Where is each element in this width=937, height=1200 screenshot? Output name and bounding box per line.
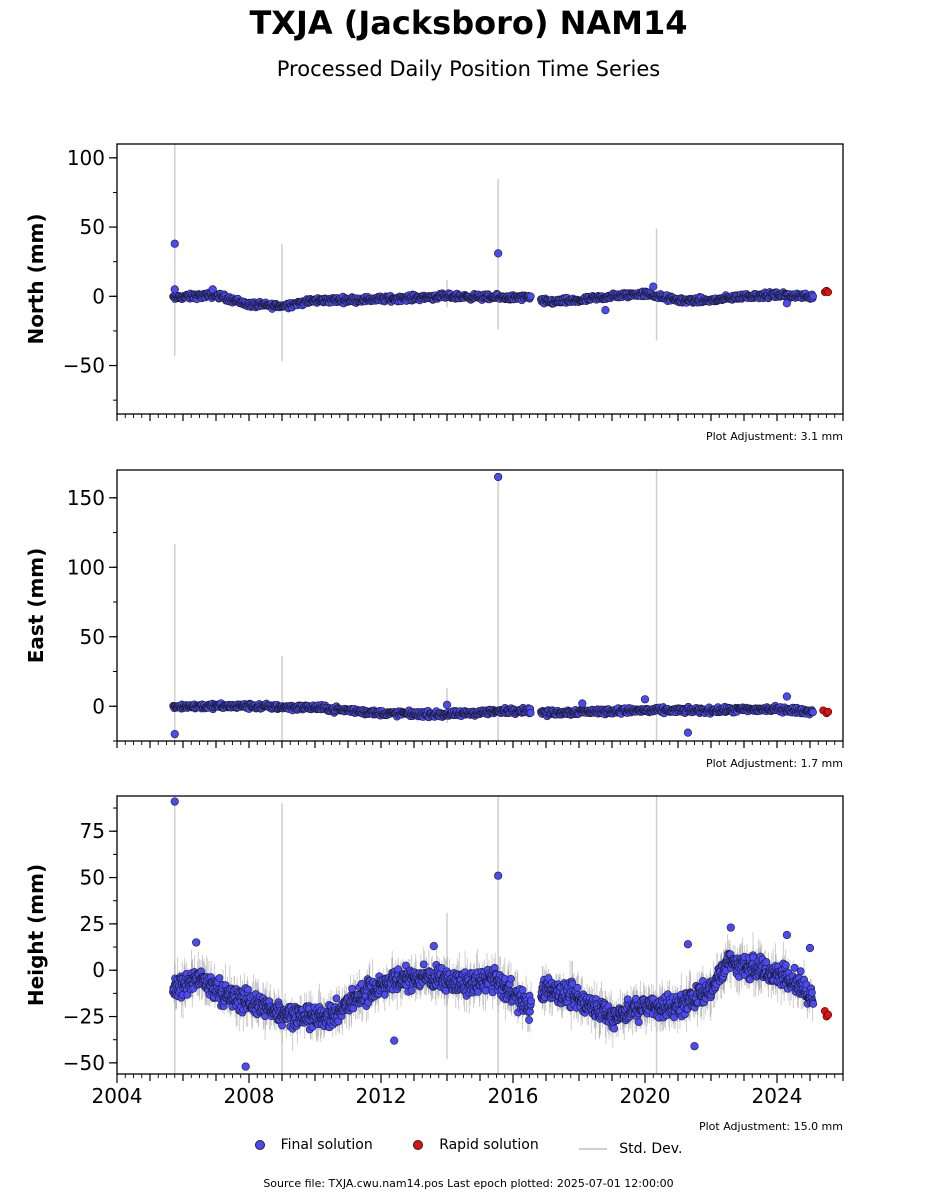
final-point: [407, 986, 416, 995]
chart-subtitle: Processed Daily Position Time Series: [276, 57, 661, 81]
final-points-east: [169, 699, 817, 722]
legend-item-final: Final solution: [254, 1137, 373, 1153]
y-tick-label: 50: [80, 215, 105, 239]
y-tick-label: 0: [92, 284, 105, 308]
final-point: [809, 708, 817, 717]
final-point: [419, 960, 428, 969]
plot-adjustment-east: Plot Adjustment: 1.7 mm: [706, 757, 843, 770]
plot-adjustment-height: Plot Adjustment: 15.0 mm: [699, 1120, 843, 1133]
final-point: [518, 986, 527, 994]
final-points-height: [169, 949, 818, 1034]
rapid-point: [824, 707, 833, 716]
panel-frame-height: [116, 795, 844, 1075]
final-points-north: [169, 287, 817, 313]
panel-frame-east: [116, 469, 844, 742]
x-tick-label: 2024: [752, 1084, 803, 1108]
outlier-point: [601, 306, 610, 315]
plot-area-north: [169, 144, 833, 362]
y-tick-label: 100: [67, 146, 105, 170]
final-point: [334, 1017, 343, 1026]
outlier-point: [170, 729, 179, 739]
final-point: [526, 292, 535, 301]
outlier-point: [192, 938, 201, 947]
final-point: [634, 1018, 643, 1027]
plot-area-east: [169, 470, 833, 741]
panel-north: −50 0 50 100 North (mm) Plot Adjustment: 3.1 …: [24, 143, 844, 443]
outlier-point: [170, 285, 179, 294]
x-tick-label: 2008: [224, 1084, 275, 1108]
final-point: [610, 1024, 619, 1033]
final-point: [481, 986, 490, 995]
panel-frame-north: [116, 143, 844, 415]
outlier-point: [494, 472, 503, 482]
legend: Final solution Rapid solution Std. Dev.: [0, 1137, 937, 1157]
x-tick-label: 2016: [488, 1084, 539, 1108]
final-point: [809, 1000, 818, 1008]
final-point: [796, 967, 805, 976]
outlier-point: [690, 1042, 699, 1051]
outlier-point: [726, 923, 735, 932]
outlier-point: [782, 299, 792, 308]
y-tick-label: 100: [67, 555, 105, 579]
final-point: [507, 974, 515, 983]
x-tick-label: 2012: [356, 1084, 407, 1108]
final-point: [243, 985, 252, 994]
y-tick-label: 0: [92, 694, 105, 718]
outlier-point: [805, 943, 815, 953]
y-tick-label: 50: [80, 866, 105, 890]
outlier-point: [782, 692, 792, 701]
rapid-point: [824, 288, 833, 297]
y-tick-label: 75: [80, 819, 105, 843]
outlier-point: [390, 1036, 399, 1045]
y-tick-label: 150: [67, 486, 105, 510]
chart-title: TXJA (Jacksboro) NAM14: [249, 4, 688, 42]
outlier-point: [170, 239, 179, 248]
final-point: [526, 708, 535, 717]
final-point: [332, 994, 341, 1003]
final-point: [809, 292, 817, 301]
plot-adjustment-north: Plot Adjustment: 3.1 mm: [706, 430, 843, 443]
panel-east: 0 50 100 150 East (mm) Plot Adjustment: 1.7 m…: [24, 469, 844, 770]
y-tick-label: 25: [80, 912, 105, 936]
y-tick-label: 50: [80, 625, 105, 649]
outlier-point: [640, 695, 650, 704]
outlier-point: [442, 700, 452, 709]
final-point: [573, 983, 582, 992]
outlier-point: [649, 282, 658, 291]
x-tick-label: 2004: [92, 1084, 143, 1108]
panel-height: −50 −25 0 25 50 75 Height (mm) 2004 2008 2012 2016…: [24, 795, 844, 1133]
plot-area-height: [169, 796, 833, 1074]
outlier-point: [683, 940, 693, 949]
y-tick-label: −50: [63, 1051, 105, 1075]
outlier-point: [170, 797, 179, 806]
y-tick-label: −25: [63, 1005, 105, 1029]
final-point: [527, 996, 535, 1005]
outlier-point: [494, 871, 503, 880]
rapid-point: [824, 1010, 833, 1019]
y-axis-label-north: North (mm): [24, 213, 48, 344]
y-axis-label-height: Height (mm): [24, 864, 48, 1006]
outlier-point: [782, 930, 792, 940]
outlier-point: [578, 699, 587, 708]
final-point: [525, 1016, 533, 1024]
final-point: [183, 990, 192, 999]
final-point: [790, 963, 799, 972]
x-tick-label: 2020: [620, 1084, 671, 1108]
final-point: [348, 984, 357, 993]
outlier-point: [208, 285, 217, 294]
final-point: [808, 988, 816, 997]
y-tick-label: 0: [92, 958, 105, 982]
outlier-point: [494, 249, 503, 258]
outlier-point: [429, 942, 438, 951]
final-point: [762, 958, 771, 966]
outlier-point: [683, 728, 693, 737]
final-point: [215, 974, 224, 982]
final-point: [781, 961, 790, 969]
outlier-point: [241, 1062, 250, 1071]
y-axis-label-east: East (mm): [24, 548, 48, 664]
y-tick-label: −50: [63, 354, 105, 378]
